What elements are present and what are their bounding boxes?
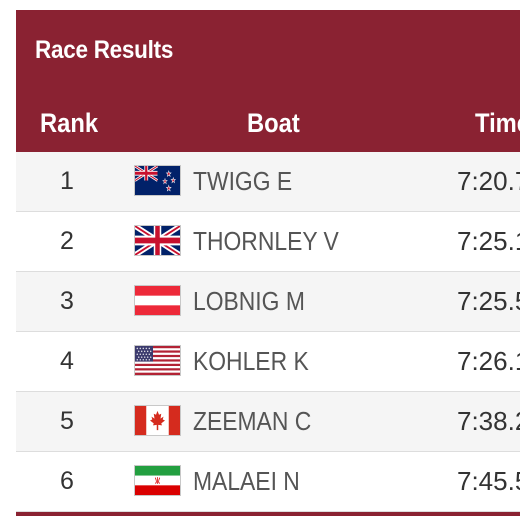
rank-cell: 6 — [60, 467, 74, 495]
table-row[interactable]: 4 — [16, 332, 520, 392]
column-header-rank[interactable]: Rank — [40, 108, 99, 138]
table-bottom-border — [16, 512, 520, 516]
canada-flag-icon — [134, 405, 181, 436]
time-cell: 7:38.2 — [457, 406, 520, 436]
great-britain-flag-icon — [134, 225, 181, 256]
usa-flag-icon — [134, 345, 181, 376]
rank-cell: 3 — [60, 287, 74, 315]
athlete-name: LOBNIG M — [193, 286, 305, 316]
table-row[interactable]: 6 MALAEI N 7:45.5 — [16, 452, 520, 512]
time-cell: 7:25.1 — [457, 226, 520, 256]
rank-cell: 5 — [60, 407, 74, 435]
athlete-name: THORNLEY V — [193, 226, 339, 256]
athlete-name: TWIGG E — [193, 166, 293, 196]
athlete-name: ZEEMAN C — [193, 406, 312, 436]
rank-cell: 4 — [60, 347, 74, 375]
panel-title: Race Results — [35, 36, 174, 64]
results-header: Race Results Rank Boat Time — [16, 10, 520, 152]
table-row[interactable]: 3 LOBNIG M 7:25.5 — [16, 272, 520, 332]
time-cell: 7:20.7 — [457, 166, 520, 196]
race-results-panel: Race Results Rank Boat Time 1 — [16, 10, 520, 520]
new-zealand-flag-icon — [134, 165, 181, 196]
table-row[interactable]: 1 TWIGG E 7:20.7 — [16, 152, 520, 212]
rank-cell: 2 — [60, 227, 74, 255]
austria-flag-icon — [134, 285, 181, 316]
rank-cell: 1 — [60, 167, 74, 195]
time-cell: 7:45.5 — [457, 466, 520, 496]
column-header-time[interactable]: Time — [475, 108, 520, 138]
results-table-body: 1 TWIGG E 7:20.7 — [16, 152, 520, 512]
column-header-boat[interactable]: Boat — [247, 108, 300, 138]
time-cell: 7:26.1 — [457, 346, 520, 376]
time-cell: 7:25.5 — [457, 286, 520, 316]
iran-flag-icon — [134, 465, 181, 496]
table-row[interactable]: 5 ZEEMAN C 7:38.2 — [16, 392, 520, 452]
athlete-name: MALAEI N — [193, 466, 300, 496]
athlete-name: KOHLER K — [193, 346, 309, 376]
table-row[interactable]: 2 THORNLEY V 7:25.1 — [16, 212, 520, 272]
